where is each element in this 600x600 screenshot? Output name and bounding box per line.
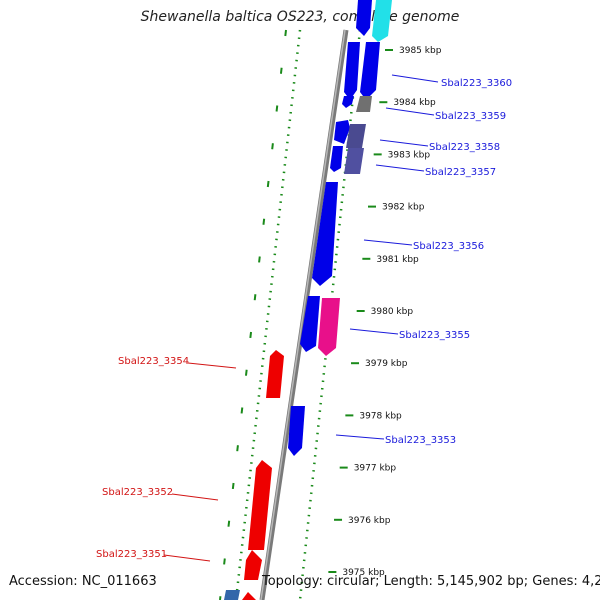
gene-sbal223-3352[interactable] — [248, 460, 272, 550]
gene-sbal223-3360b[interactable] — [360, 42, 380, 100]
scale-tick-label: 3978 kbp — [359, 411, 402, 421]
other-genes — [318, 0, 392, 356]
gene-label-3357[interactable]: Sbal223_3357 — [425, 167, 496, 178]
gene-small-forward[interactable] — [342, 96, 354, 108]
gene-label-3356[interactable]: Sbal223_3356 — [413, 241, 484, 252]
gene-label-3353[interactable]: Sbal223_3353 — [385, 435, 456, 446]
gene-gray[interactable] — [356, 96, 372, 112]
scale-tick-label: 3975 kbp — [342, 568, 385, 578]
scale-tick-label: 3984 kbp — [393, 98, 436, 108]
scale-tick-label: 3985 kbp — [399, 46, 442, 56]
scale-tick-label: 3980 kbp — [371, 307, 414, 317]
gene-label-3354[interactable]: Sbal223_3354 — [118, 356, 189, 367]
scale-tick-label: 3981 kbp — [376, 255, 419, 265]
backbone-highlight — [260, 29, 346, 600]
gene-sbal223-3351[interactable] — [244, 550, 262, 580]
scale-ticks: 3985 kbp 3984 kbp 3983 kbp 3982 kbp 3981 kbp… — [328, 46, 442, 578]
scale-tick-label: 3977 kbp — [354, 464, 397, 474]
gene-sbal223-3358a[interactable] — [334, 120, 350, 144]
gene-label-3358[interactable]: Sbal223_3358 — [429, 142, 500, 153]
scale-tick-label: 3979 kbp — [365, 359, 408, 369]
gene-labels: Sbal223_3360 Sbal223_3359 Sbal223_3358 S… — [96, 74, 512, 562]
gene-label-3355[interactable]: Sbal223_3355 — [399, 330, 470, 341]
scale-tick-label: 3976 kbp — [348, 516, 391, 526]
gene-sbal223-3361[interactable] — [356, 0, 372, 36]
gene-label-3360[interactable]: Sbal223_3360 — [441, 78, 512, 89]
scale-tick-label: 3982 kbp — [382, 203, 425, 213]
gene-sbal223-3356[interactable] — [312, 182, 338, 286]
gene-sbal223-3360[interactable] — [344, 42, 360, 100]
gene-sbal223-3355a[interactable] — [300, 296, 320, 352]
gene-cyan[interactable] — [372, 0, 392, 42]
gene-label-3351[interactable]: Sbal223_3351 — [96, 549, 167, 560]
gene-label-3359[interactable]: Sbal223_3359 — [435, 111, 506, 122]
reverse-genes — [224, 350, 284, 600]
forward-genes — [288, 0, 380, 456]
gene-sbal223-3357a[interactable] — [330, 146, 343, 172]
accession-text: Accession: NC_011663 — [9, 574, 157, 589]
gene-blue-bottom[interactable] — [224, 590, 240, 600]
gene-sbal223-3353[interactable] — [288, 406, 305, 456]
gene-label-3352[interactable]: Sbal223_3352 — [102, 487, 173, 498]
gene-sbal223-3355b[interactable] — [318, 298, 340, 356]
scale-tick-label: 3983 kbp — [388, 150, 431, 160]
genome-stats-text: Topology: circular; Length: 5,145,902 bp… — [262, 574, 600, 589]
genome-backbone — [259, 29, 349, 600]
gene-sbal223-3357b[interactable] — [344, 148, 364, 174]
outer-dotted-ring — [234, 29, 302, 600]
gene-sbal223-3350[interactable] — [242, 592, 256, 600]
gene-sbal223-3354[interactable] — [266, 350, 284, 398]
gene-sbal223-3358b[interactable] — [346, 124, 366, 148]
